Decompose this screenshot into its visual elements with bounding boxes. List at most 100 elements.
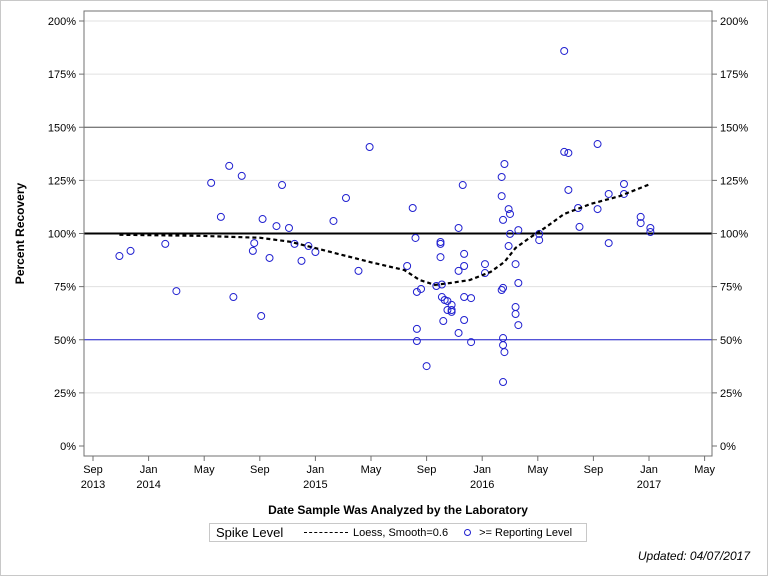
- data-point: [535, 236, 544, 245]
- data-point: [437, 280, 446, 289]
- data-point: [422, 362, 431, 371]
- y-axis-title: Percent Recovery: [13, 182, 27, 284]
- y-tick-label: 75%: [54, 282, 76, 294]
- data-point: [454, 266, 463, 275]
- data-point: [341, 194, 350, 203]
- data-point: [460, 293, 469, 302]
- data-point: [439, 317, 448, 326]
- data-point: [454, 223, 463, 232]
- y-tick-label-right: 100%: [720, 229, 748, 241]
- data-point: [432, 281, 441, 290]
- y-tick-label-right: 150%: [720, 122, 748, 134]
- y-tick-label: 150%: [48, 122, 76, 134]
- data-point: [172, 287, 181, 296]
- data-point: [258, 215, 267, 224]
- data-point: [467, 338, 476, 347]
- x-tick-year-label: 2016: [470, 479, 494, 491]
- data-point: [499, 283, 508, 292]
- data-point: [499, 215, 508, 224]
- x-tick-label: Jan: [473, 464, 491, 476]
- x-tick-label: Sep: [417, 464, 437, 476]
- data-point: [593, 205, 602, 214]
- x-tick-label: Jan: [307, 464, 325, 476]
- data-point: [619, 179, 628, 188]
- data-point: [636, 212, 645, 221]
- data-point: [500, 348, 509, 357]
- data-point: [265, 253, 274, 262]
- data-point: [278, 181, 287, 190]
- data-point: [229, 293, 238, 302]
- data-point: [411, 233, 420, 242]
- data-point: [216, 212, 225, 221]
- x-tick-year-label: 2015: [303, 479, 327, 491]
- y-tick-label-right: 25%: [720, 388, 742, 400]
- data-point: [237, 171, 246, 180]
- loess-curve: [119, 182, 651, 287]
- y-tick-label-right: 75%: [720, 282, 742, 294]
- data-point: [354, 266, 363, 275]
- x-tick-label: Sep: [250, 464, 270, 476]
- data-point: [560, 46, 569, 55]
- x-tick-label: Jan: [640, 464, 658, 476]
- data-point: [499, 378, 508, 387]
- data-point: [257, 311, 266, 320]
- data-point: [403, 262, 412, 271]
- data-point: [499, 341, 508, 350]
- data-point: [511, 260, 520, 269]
- data-point: [447, 307, 456, 316]
- data-point: [436, 239, 445, 248]
- y-tick-label: 25%: [54, 388, 76, 400]
- data-point: [575, 222, 584, 231]
- y-tick-label-right: 175%: [720, 69, 748, 81]
- data-point: [560, 147, 569, 156]
- data-point: [511, 303, 520, 312]
- x-tick-label: May: [194, 464, 215, 476]
- data-point: [514, 226, 523, 235]
- data-point: [412, 324, 421, 333]
- data-point: [497, 286, 506, 295]
- data-point: [460, 249, 469, 258]
- data-point: [460, 315, 469, 324]
- data-point: [646, 228, 655, 237]
- data-point: [604, 239, 613, 248]
- data-point: [250, 239, 259, 248]
- x-tick-label: May: [361, 464, 382, 476]
- data-point: [636, 219, 645, 228]
- data-point: [506, 229, 514, 238]
- x-tick-year-label: 2014: [136, 479, 160, 491]
- data-point: [460, 262, 469, 271]
- y-tick-label: 125%: [48, 175, 76, 187]
- data-point: [497, 192, 506, 201]
- data-point: [593, 140, 602, 149]
- data-point: [417, 284, 426, 293]
- data-point: [436, 253, 445, 262]
- data-point: [497, 172, 506, 181]
- y-tick-label-right: 50%: [720, 335, 742, 347]
- x-tick-label: May: [694, 464, 715, 476]
- data-point: [504, 242, 513, 251]
- data-point: [412, 337, 421, 346]
- legend: Spike Level Loess, Smooth=0.6 >= Reporti…: [209, 523, 587, 542]
- data-point: [115, 252, 124, 261]
- data-point: [304, 242, 313, 251]
- data-point: [248, 246, 257, 255]
- y-tick-label-right: 125%: [720, 175, 748, 187]
- data-point: [272, 222, 281, 231]
- data-point: [297, 256, 306, 265]
- data-point: [207, 178, 216, 187]
- x-tick-label: May: [527, 464, 548, 476]
- data-point: [443, 306, 452, 314]
- y-tick-label: 175%: [48, 69, 76, 81]
- data-point: [500, 160, 509, 169]
- y-tick-label-right: 0%: [720, 441, 736, 453]
- data-point: [506, 209, 514, 218]
- y-tick-label: 100%: [48, 229, 76, 241]
- loess-line-swatch: [304, 532, 348, 533]
- y-tick-label: 200%: [48, 16, 76, 28]
- data-point: [504, 205, 513, 214]
- data-point: [564, 185, 573, 194]
- data-point: [225, 161, 234, 170]
- data-point: [646, 223, 655, 232]
- data-point: [480, 260, 489, 269]
